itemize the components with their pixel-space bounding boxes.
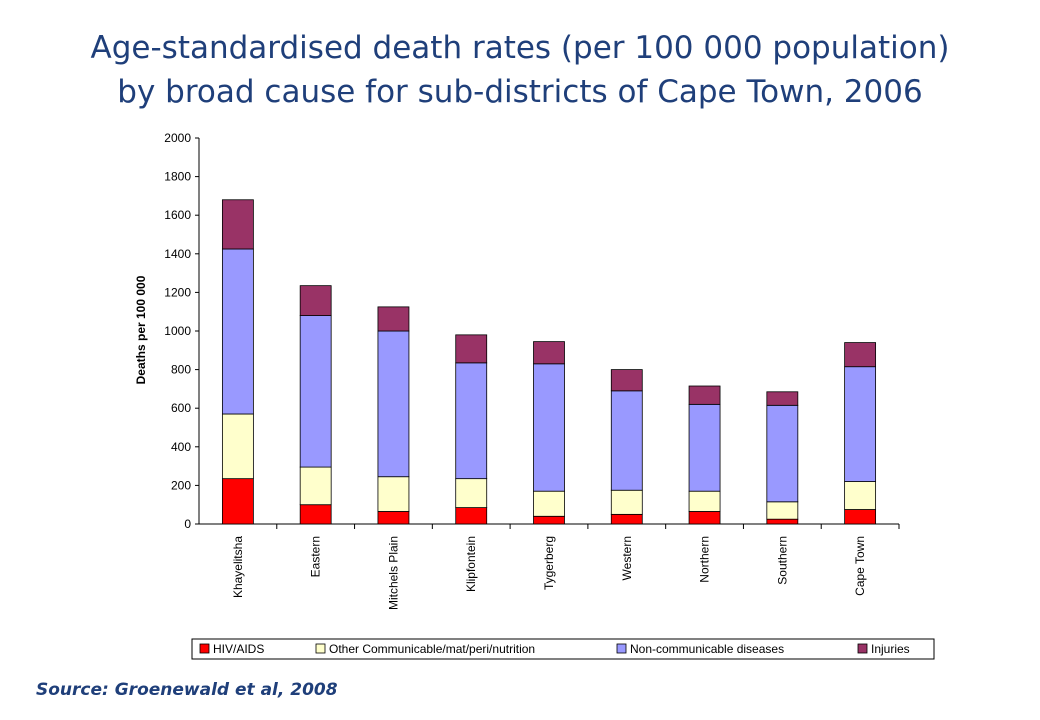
bar-segment (221, 248, 254, 415)
bar-segment (299, 285, 332, 316)
bar-segment (844, 342, 877, 368)
plot-area: 0 200 400 600 800 1000 1200 1400 1600 1800 2000 Kha… (164, 131, 900, 610)
y-tick-label: 1600 (164, 208, 191, 222)
y-tick-label: 1200 (164, 285, 191, 299)
y-tick-label: 200 (171, 478, 191, 492)
bar-segment (533, 341, 565, 365)
bar-segment (533, 515, 565, 525)
y-tick-label: 400 (171, 440, 191, 454)
bar-segment (766, 501, 799, 520)
bar-segment (377, 476, 410, 512)
bar-segment (455, 334, 488, 364)
x-tick-label: Cape Town (853, 536, 867, 596)
bar-segment (610, 369, 643, 392)
bar-segment (299, 466, 332, 506)
y-tick-label: 1800 (164, 170, 191, 184)
y-tick-label: 600 (171, 401, 191, 415)
legend-entry: Other Communicable/mat/peri/nutrition (329, 642, 535, 656)
bar-segment (610, 513, 643, 525)
bar-segment (221, 478, 254, 525)
y-tick-label: 0 (184, 517, 191, 531)
chart-title-line1: Age-standardised death rates (per 100 00… (90, 30, 950, 66)
bar-segment (766, 518, 799, 525)
chart-title: Age-standardised death rates (per 100 00… (0, 26, 1040, 114)
bar-segment (455, 507, 488, 525)
stacked-bar-chart: 0 200 400 600 800 1000 1200 1400 1600 1800 2000 Kha… (134, 131, 935, 660)
bar-segment (533, 490, 565, 517)
x-tick-label: Southern (775, 536, 789, 585)
bar-segment (221, 199, 254, 250)
y-axis-label: Deaths per 100 000 (134, 275, 148, 384)
bar-segment (766, 391, 799, 406)
legend-swatch (315, 643, 326, 654)
legend-swatch (199, 643, 210, 654)
bar-segment (299, 504, 332, 525)
y-tick-label: 1400 (164, 247, 191, 261)
x-tick-label: Klipfontein (464, 536, 478, 592)
y-tick-label: 1000 (164, 324, 191, 338)
bar-segment (455, 478, 488, 508)
bar-segment (221, 413, 254, 480)
x-tick-label: Northern (698, 536, 712, 583)
x-tick-label: Khayelitsha (231, 536, 245, 598)
legend-entry: HIV/AIDS (213, 642, 264, 656)
legend-swatch (857, 643, 868, 654)
bar-segment (844, 481, 877, 510)
legend: HIV/AIDS Other Communicable/mat/peri/nutr… (191, 638, 935, 660)
y-tick-label: 800 (171, 363, 191, 377)
x-tick-label: Eastern (309, 536, 323, 577)
legend-swatch (616, 643, 627, 654)
bar-segment (377, 306, 410, 332)
bar-segment (377, 511, 410, 525)
bar-segment (688, 511, 721, 525)
bar-segment (688, 490, 721, 512)
bar-segment (533, 363, 565, 492)
x-tick-label: Mitchels Plain (386, 536, 400, 610)
bar-segment (610, 390, 643, 491)
bar-segment (844, 366, 877, 482)
bar-segment (844, 509, 877, 525)
x-tick-label: Western (620, 536, 634, 580)
bar-segment (455, 362, 488, 480)
bar-segment (610, 489, 643, 515)
legend-box (191, 638, 935, 660)
bar-segment (688, 403, 721, 492)
legend-entry: Injuries (871, 642, 910, 656)
source-note: Source: Groenewald et al, 2008 (36, 680, 338, 700)
bar-segment (299, 315, 332, 468)
y-tick-label: 2000 (164, 131, 191, 145)
bar-segment (688, 385, 721, 405)
bar-segment (377, 330, 410, 478)
x-tick-label: Tygerberg (542, 536, 556, 590)
bar-segment (766, 404, 799, 503)
legend-entry: Non-communicable diseases (630, 642, 784, 656)
chart-title-line2: by broad cause for sub-districts of Cape… (117, 74, 923, 110)
